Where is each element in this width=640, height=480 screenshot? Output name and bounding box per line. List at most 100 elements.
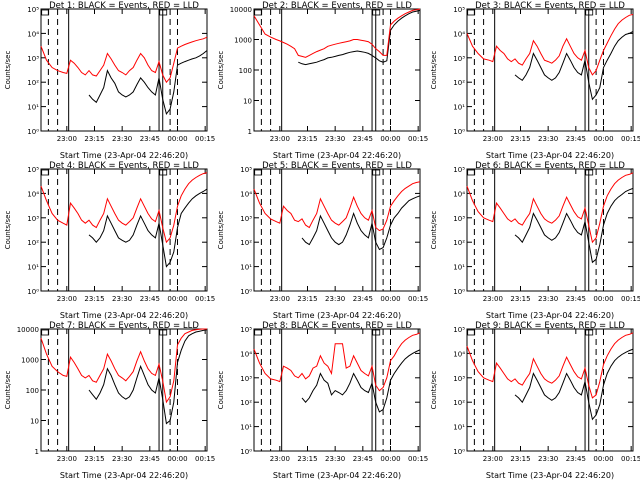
y-axis-label: Counts/sec <box>217 51 225 90</box>
y-tick-label: 10⁴ <box>27 30 39 38</box>
plot-frame <box>253 328 421 452</box>
x-tick-label: 23:15 <box>84 295 104 303</box>
marker-box <box>585 329 594 336</box>
y-tick-label: 10¹ <box>240 264 252 272</box>
marker-box <box>41 329 50 336</box>
x-tick-label: 23:30 <box>325 295 345 303</box>
x-tick-label: 23:45 <box>566 455 586 463</box>
x-tick-label: 23:00 <box>270 135 290 143</box>
panel-title: Det 2: BLACK = Events, RED = LLD <box>262 1 412 11</box>
x-tick-label: 00:00 <box>593 455 613 463</box>
x-tick-label: 23:00 <box>270 295 290 303</box>
panel-det-8: Det 8: BLACK = Events, RED = LLD Counts/s… <box>217 321 428 480</box>
x-tick-label: 00:00 <box>167 135 187 143</box>
y-tick-label: 10⁰ <box>453 288 465 296</box>
x-tick-label: 00:15 <box>408 295 428 303</box>
y-tick-label: 10⁵ <box>453 166 465 174</box>
series-lld-line <box>253 181 421 232</box>
x-tick-label: 23:45 <box>566 135 586 143</box>
marker-box <box>41 169 50 176</box>
y-tick-label: 100 <box>26 387 39 395</box>
x-tick-label: 23:30 <box>538 455 558 463</box>
panel-title: Det 1: BLACK = Events, RED = LLD <box>49 1 199 11</box>
series-events-line <box>514 187 634 264</box>
x-tick-label: 00:00 <box>380 295 400 303</box>
x-tick-label: 23:00 <box>57 135 77 143</box>
y-tick-label: 10¹ <box>453 104 465 112</box>
y-tick-label: 10² <box>453 399 465 407</box>
panel-title: Det 8: BLACK = Events, RED = LLD <box>262 321 412 331</box>
x-axis-label: Start Time (23-Apr-04 22:46:20) <box>60 311 188 320</box>
marker-box <box>467 169 476 176</box>
y-tick-label: 1000 <box>234 37 252 45</box>
x-axis-label: Start Time (23-Apr-04 22:46:20) <box>273 471 401 480</box>
y-axis-label: Counts/sec <box>430 211 438 250</box>
x-tick-label: 23:00 <box>57 295 77 303</box>
marker-box <box>467 9 476 16</box>
x-tick-label: 23:00 <box>57 455 77 463</box>
x-tick-label: 23:30 <box>538 135 558 143</box>
x-tick-label: 00:00 <box>380 455 400 463</box>
x-tick-label: 23:30 <box>112 295 132 303</box>
marker-box <box>254 329 263 336</box>
x-tick-label: 00:15 <box>621 135 640 143</box>
y-axis-label: Counts/sec <box>4 211 12 250</box>
y-tick-label: 10⁵ <box>240 326 252 334</box>
plot-frame <box>466 328 634 452</box>
x-axis-label: Start Time (23-Apr-04 22:46:20) <box>273 151 401 160</box>
series-events-line <box>88 50 208 116</box>
x-tick-label: 23:45 <box>566 295 586 303</box>
series-lld-line <box>40 36 208 84</box>
y-tick-label: 10 <box>30 418 39 426</box>
x-tick-label: 23:45 <box>140 135 160 143</box>
series-events-line <box>88 188 208 268</box>
x-axis-label: Start Time (23-Apr-04 22:46:20) <box>60 471 188 480</box>
y-tick-label: 10⁴ <box>453 30 465 38</box>
marker-box <box>41 9 50 16</box>
y-axis-label: Counts/sec <box>217 371 225 410</box>
y-tick-label: 10⁰ <box>27 288 39 296</box>
panel-det-7: Det 7: BLACK = Events, RED = LLD Counts/s… <box>4 321 215 480</box>
y-tick-label: 10² <box>27 79 39 87</box>
marker-box <box>159 329 168 336</box>
y-tick-label: 10⁵ <box>240 166 252 174</box>
marker-box <box>159 169 168 176</box>
marker-box <box>372 9 381 16</box>
series-lld-line <box>40 328 207 404</box>
y-tick-label: 1000 <box>21 357 39 365</box>
x-tick-label: 23:30 <box>112 455 132 463</box>
y-tick-label: 10¹ <box>240 424 252 432</box>
y-tick-label: 10⁴ <box>453 350 465 358</box>
x-tick-label: 00:00 <box>593 135 613 143</box>
y-axis-label: Counts/sec <box>4 371 12 410</box>
panel-title: Det 3: BLACK = Events, RED = LLD <box>475 1 625 11</box>
y-tick-label: 10000 <box>17 326 39 334</box>
x-tick-label: 23:15 <box>510 295 530 303</box>
series-lld-line <box>253 8 421 58</box>
panel-title: Det 5: BLACK = Events, RED = LLD <box>262 161 412 171</box>
x-tick-label: 23:15 <box>297 455 317 463</box>
y-tick-label: 10¹ <box>27 264 39 272</box>
x-tick-label: 23:15 <box>84 135 104 143</box>
y-tick-label: 10⁰ <box>240 288 252 296</box>
x-tick-label: 23:00 <box>483 295 503 303</box>
y-tick-label: 10000 <box>230 6 252 14</box>
y-tick-label: 10⁵ <box>27 166 39 174</box>
y-tick-label: 10³ <box>453 55 465 63</box>
y-tick-label: 10² <box>240 399 252 407</box>
x-tick-label: 23:30 <box>325 455 345 463</box>
y-tick-label: 10³ <box>453 215 465 223</box>
marker-box <box>585 9 594 16</box>
series-events-line <box>514 348 634 421</box>
x-axis-label: Start Time (23-Apr-04 22:46:20) <box>486 471 614 480</box>
x-tick-label: 00:00 <box>167 295 187 303</box>
panel-det-2: Det 2: BLACK = Events, RED = LLD Counts/s… <box>217 1 428 160</box>
plot-frame <box>40 168 208 292</box>
plot-frame <box>466 168 634 292</box>
y-tick-label: 10³ <box>27 215 39 223</box>
y-tick-label: 10² <box>240 239 252 247</box>
plot-frame <box>40 8 208 132</box>
plot-frame <box>253 168 421 292</box>
panel-title: Det 4: BLACK = Events, RED = LLD <box>49 161 199 171</box>
y-tick-label: 10⁰ <box>27 128 39 136</box>
